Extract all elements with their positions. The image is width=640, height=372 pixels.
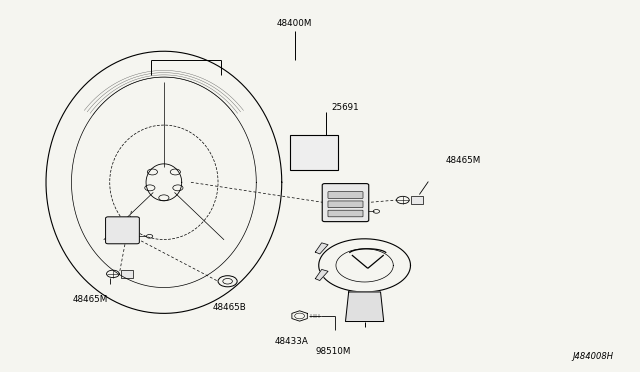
Text: 25691: 25691 bbox=[332, 103, 359, 112]
Text: 98510M: 98510M bbox=[315, 347, 351, 356]
Text: 48433A: 48433A bbox=[275, 337, 308, 346]
Text: 48465B: 48465B bbox=[212, 302, 246, 312]
Bar bbox=[290, 135, 337, 170]
Polygon shape bbox=[346, 292, 384, 321]
FancyBboxPatch shape bbox=[411, 196, 422, 204]
FancyBboxPatch shape bbox=[328, 201, 363, 208]
FancyBboxPatch shape bbox=[121, 270, 132, 278]
FancyBboxPatch shape bbox=[328, 210, 363, 217]
Text: J484008H: J484008H bbox=[572, 352, 613, 361]
FancyBboxPatch shape bbox=[106, 217, 140, 244]
FancyBboxPatch shape bbox=[322, 184, 369, 222]
Text: 48465M: 48465M bbox=[73, 295, 108, 304]
FancyBboxPatch shape bbox=[328, 192, 363, 198]
Text: 48465M: 48465M bbox=[445, 155, 481, 165]
Polygon shape bbox=[316, 269, 328, 280]
Polygon shape bbox=[316, 243, 328, 254]
Text: 48400M: 48400M bbox=[277, 19, 312, 28]
